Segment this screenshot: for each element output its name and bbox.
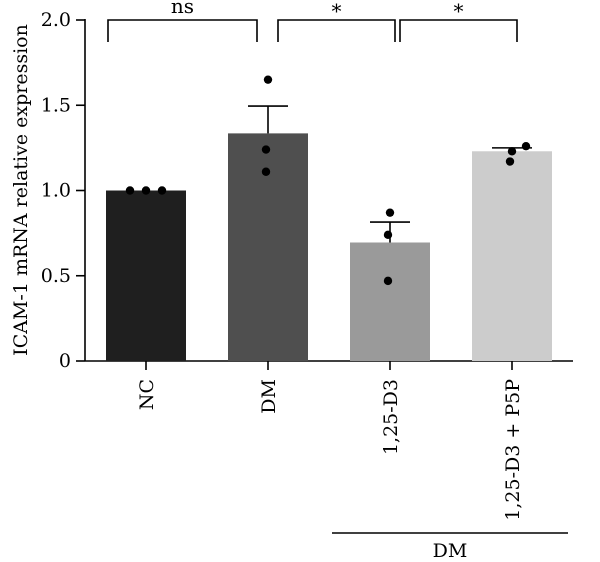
data-point (383, 276, 393, 286)
bar (106, 190, 186, 361)
data-point (157, 186, 167, 195)
data-point (125, 186, 135, 195)
bars-group (106, 133, 552, 370)
significance-label: * (332, 0, 342, 23)
category-labels: NC DM 1,25-D3 1,25-D3 + P5P (136, 379, 524, 521)
data-point (505, 157, 515, 166)
y-tick-label: 0 (59, 350, 71, 372)
y-tick-label: 2.0 (41, 9, 71, 31)
data-points-group (125, 75, 531, 286)
category-label: DM (258, 379, 280, 414)
data-point (261, 167, 271, 176)
significance-label: * (454, 0, 464, 23)
significance-bracket (399, 19, 518, 42)
y-tick-label: 1.5 (41, 94, 71, 116)
category-label: 1,25-D3 (380, 379, 402, 455)
group-annotation: DM (332, 532, 568, 562)
bar (472, 151, 552, 361)
significance-bracket (107, 19, 258, 42)
data-point (141, 186, 151, 195)
y-tick-label: 1.0 (41, 180, 71, 202)
category-label: 1,25-D3 + P5P (502, 379, 524, 521)
group-label: DM (433, 540, 468, 562)
data-point (383, 230, 393, 240)
y-axis-label: ICAM-1 mRNA relative expression (10, 24, 32, 356)
y-tick-label: 0.5 (41, 265, 71, 287)
bar (228, 133, 308, 361)
category-label: NC (136, 379, 158, 410)
significance-brackets: ns * * (107, 0, 518, 42)
data-point (385, 208, 395, 217)
data-point (507, 147, 517, 156)
significance-label: ns (171, 0, 194, 18)
data-point (261, 145, 271, 154)
data-point (521, 141, 531, 151)
data-point (263, 75, 273, 84)
significance-bracket (277, 19, 396, 42)
bar (350, 242, 430, 361)
